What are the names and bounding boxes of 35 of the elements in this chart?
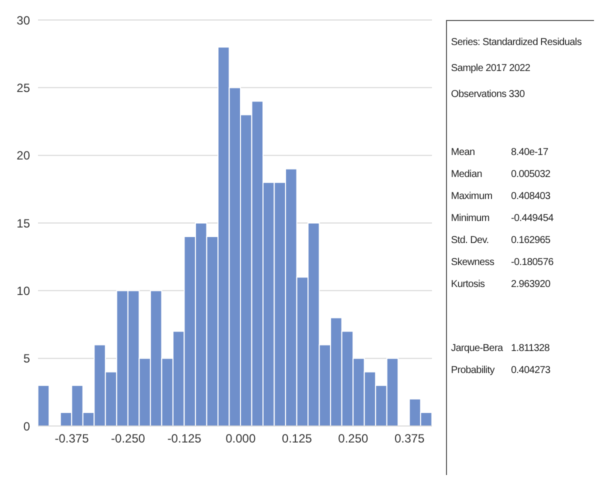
text: Probability xyxy=(451,364,496,376)
text: Minimum xyxy=(451,212,490,224)
y-tick-label: 25 xyxy=(16,80,30,95)
text: -0.449454 xyxy=(511,212,554,224)
text: Median xyxy=(451,168,483,180)
text: Sample 2017 2022 xyxy=(451,62,532,76)
text: 0.005032 xyxy=(511,168,550,180)
text: Std. Dev. xyxy=(451,234,490,246)
text: 8.40e-17 xyxy=(511,146,548,158)
y-tick-label: 20 xyxy=(16,148,30,163)
y-tick-label: 30 xyxy=(16,13,30,28)
y-tick-label: 0 xyxy=(23,419,30,434)
y-tick-label: 5 xyxy=(23,352,30,366)
x-tick-label: 0.000 xyxy=(226,432,256,446)
text: Series: Standardized Residuals xyxy=(451,36,583,50)
x-tick-label: -0.250 xyxy=(111,432,146,446)
y-tick-label: 15 xyxy=(16,216,30,230)
text: Kurtosis xyxy=(451,278,486,290)
text: 2.963920 xyxy=(511,278,550,290)
y-tick-label: 10 xyxy=(16,284,30,298)
text: 0.408403 xyxy=(511,190,550,202)
text: Jarque-Bera xyxy=(451,342,504,354)
text: Mean xyxy=(451,146,476,158)
x-tick-label: -0.125 xyxy=(167,432,202,446)
text: Skewness xyxy=(451,256,496,268)
text: 0.162965 xyxy=(511,234,550,246)
x-tick-label: -0.375 xyxy=(54,432,90,446)
text: 0.404273 xyxy=(511,364,550,376)
text: 1.811328 xyxy=(511,342,550,354)
x-tick-label: 0.375 xyxy=(394,432,425,446)
x-tick-label: 0.125 xyxy=(282,432,312,446)
text: Observations 330 xyxy=(451,88,526,102)
x-tick-label: 0.250 xyxy=(338,432,369,446)
text: Maximum xyxy=(451,190,494,202)
text: -0.180576 xyxy=(511,256,554,268)
